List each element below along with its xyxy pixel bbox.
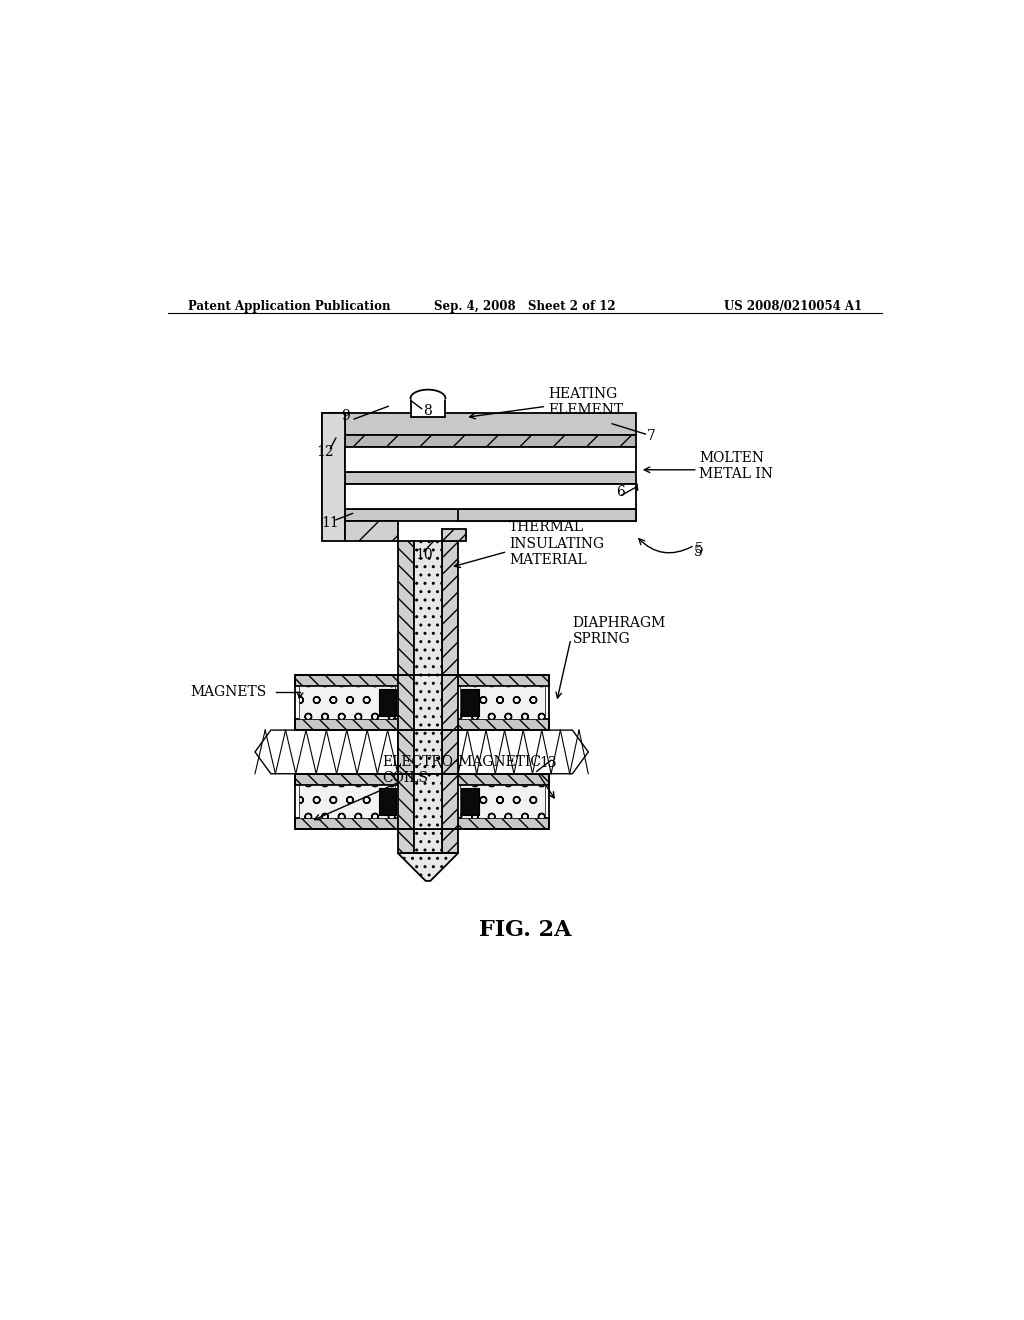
Text: MOLTEN
METAL IN: MOLTEN METAL IN	[699, 450, 773, 480]
Text: 7: 7	[647, 429, 656, 444]
Text: 5: 5	[695, 543, 703, 556]
Text: 9: 9	[341, 409, 350, 422]
Bar	[442, 541, 458, 675]
Bar	[323, 413, 345, 541]
Bar	[345, 446, 636, 473]
Text: 11: 11	[322, 516, 339, 529]
Text: US 2008/0210054 A1: US 2008/0210054 A1	[724, 300, 862, 313]
Text: 6: 6	[615, 484, 625, 499]
Bar	[414, 675, 442, 730]
Bar	[414, 829, 442, 853]
Bar	[345, 434, 636, 446]
Text: THERMAL
INSULATING
MATERIAL: THERMAL INSULATING MATERIAL	[509, 520, 604, 566]
Bar	[442, 529, 466, 541]
Text: ELECTRO-MAGNETIC
COILS: ELECTRO-MAGNETIC COILS	[382, 755, 541, 785]
Bar	[397, 541, 414, 675]
Bar	[299, 785, 395, 818]
Bar	[442, 774, 458, 829]
Bar	[295, 719, 549, 730]
Text: 12: 12	[316, 445, 334, 459]
Bar	[458, 510, 636, 521]
Text: FIG. 2A: FIG. 2A	[478, 919, 571, 941]
Bar	[462, 689, 479, 715]
Bar	[295, 818, 549, 829]
Polygon shape	[458, 730, 588, 774]
Text: 5: 5	[693, 545, 702, 558]
Bar	[442, 829, 458, 853]
Bar	[299, 685, 395, 719]
Text: HEATING
ELEMENT: HEATING ELEMENT	[549, 387, 624, 417]
Bar	[460, 785, 545, 818]
Bar	[442, 730, 458, 774]
Bar	[462, 788, 479, 814]
Polygon shape	[255, 730, 397, 774]
Bar	[295, 774, 549, 829]
Bar	[295, 774, 549, 785]
Bar	[323, 413, 345, 524]
Text: 8: 8	[423, 404, 431, 418]
Bar	[414, 774, 442, 829]
Text: 10: 10	[415, 549, 433, 562]
Bar	[397, 774, 414, 829]
Bar	[295, 675, 549, 685]
Bar	[379, 689, 396, 715]
Bar	[442, 675, 458, 730]
Bar	[295, 675, 549, 730]
Text: DIAPHRAGM
SPRING: DIAPHRAGM SPRING	[572, 616, 666, 645]
Bar	[345, 473, 636, 484]
Text: Patent Application Publication: Patent Application Publication	[187, 300, 390, 313]
Bar	[345, 510, 636, 521]
Bar	[460, 685, 545, 719]
Bar	[414, 730, 442, 774]
Text: 13: 13	[540, 756, 557, 771]
Bar	[397, 829, 414, 853]
Bar	[411, 399, 445, 417]
Bar	[397, 675, 414, 730]
Text: MAGNETS: MAGNETS	[189, 685, 266, 700]
Bar	[345, 413, 636, 434]
Bar	[379, 788, 396, 814]
Bar	[345, 484, 636, 510]
Bar	[345, 521, 397, 541]
Bar	[414, 541, 442, 675]
Bar	[397, 730, 414, 774]
Polygon shape	[397, 853, 458, 880]
Text: Sep. 4, 2008   Sheet 2 of 12: Sep. 4, 2008 Sheet 2 of 12	[434, 300, 615, 313]
